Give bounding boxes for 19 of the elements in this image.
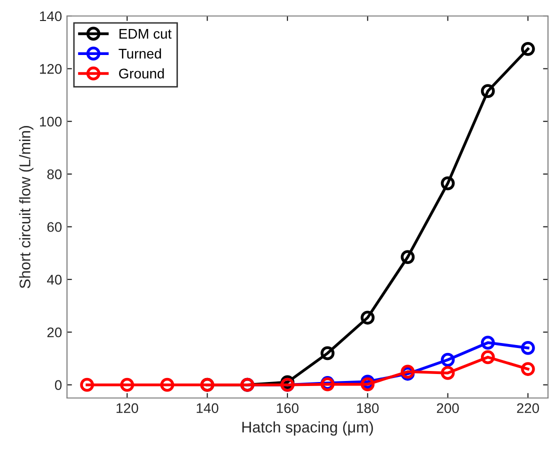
x-tick-label: 120 [116, 403, 138, 414]
y-tick-label: 80 [47, 169, 62, 180]
x-tick-label: 160 [276, 403, 299, 414]
x-tick-label: 140 [196, 403, 218, 414]
legend-label: Ground [119, 68, 164, 78]
y-tick-label: 60 [47, 222, 62, 232]
x-tick-label: 220 [517, 403, 540, 414]
y-tick-label: 40 [47, 274, 62, 285]
y-tick-label: 20 [47, 327, 62, 338]
legend-label: Turned [118, 48, 161, 59]
x-axis-title: Hatch spacing (μm) [242, 421, 373, 436]
y-tick-label: 140 [40, 11, 62, 22]
x-tick-label: 180 [357, 403, 379, 414]
y-tick-label: 0 [54, 380, 62, 390]
x-tick-label: 200 [436, 403, 459, 414]
y-tick-label: 120 [40, 64, 62, 74]
legend-label: EDM cut [120, 29, 172, 39]
y-axis-title: Short circuit flow (L/min) [19, 126, 34, 288]
y-tick-label: 100 [40, 116, 62, 127]
